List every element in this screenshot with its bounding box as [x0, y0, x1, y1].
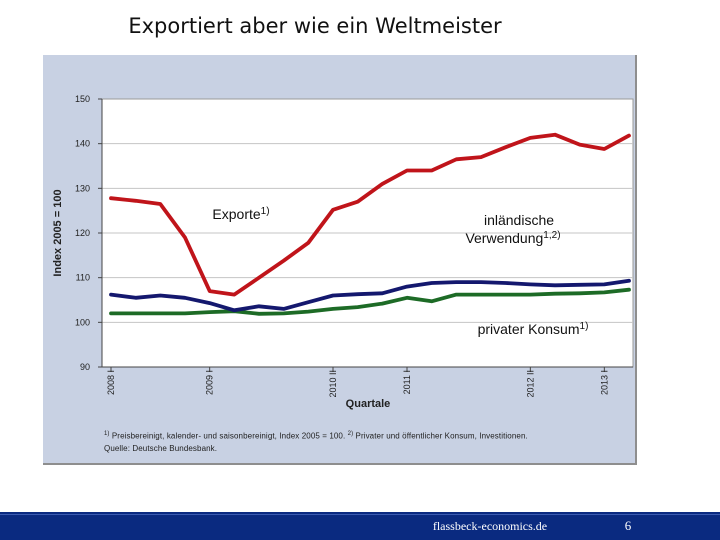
- y-tick-label-90: 90: [80, 362, 90, 372]
- series-line-privater-konsum: [109, 287, 631, 316]
- footnote-line-1: 1) Preisbereinigt, kalender- und saisonb…: [104, 428, 624, 443]
- series-line-exporte: [109, 132, 631, 297]
- series-line-inlaendische-verwendung: [109, 278, 631, 313]
- chart-panel: 90 100 110 120 130 140 150 2008 I 2009 I 2010 II 2…: [43, 55, 637, 465]
- y-tick-label-120: 120: [75, 228, 90, 238]
- y-tick-label-130: 130: [75, 183, 90, 193]
- x-tick-label: 2008 I: [106, 370, 116, 395]
- line-chart: 90 100 110 120 130 140 150 2008 I 2009 I 2010 II 2…: [52, 94, 634, 410]
- chart-footnote: 1) Preisbereinigt, kalender- und saisonb…: [104, 428, 624, 455]
- footnote-2-text: Privater und öffentlicher Konsum, Invest…: [353, 431, 528, 441]
- y-tick-label-140: 140: [75, 139, 90, 149]
- x-axis-label: Quartale: [346, 398, 391, 410]
- x-tick-label: 2011 I: [402, 370, 412, 394]
- x-tick-label: 2013 I: [599, 370, 609, 395]
- page-number: 6: [624, 518, 632, 533]
- footer-website-link[interactable]: flassbeck-economics.de: [432, 519, 548, 533]
- legend-label-inlaendische-verwendung-line2: Verwendung1,2): [465, 230, 560, 246]
- footnote-1-mark: 1): [104, 431, 110, 437]
- y-axis-label: Index 2005 = 100: [52, 189, 64, 276]
- legend-label-inlaendische-verwendung-line1: inländische: [484, 212, 554, 228]
- x-tick-label: 2012 II: [525, 370, 535, 398]
- x-tick-label: 2010 II: [328, 370, 338, 398]
- y-tick-label-150: 150: [75, 94, 90, 104]
- footer-rule: [0, 514, 720, 515]
- y-tick-label-100: 100: [75, 317, 90, 327]
- footer-bar: flassbeck-economics.de 6: [0, 512, 720, 540]
- slide-title: Exportiert aber wie ein Weltmeister: [128, 14, 502, 38]
- footnote-2-mark: 2): [347, 431, 354, 437]
- legend-label-exporte: Exporte1): [212, 206, 269, 222]
- y-tick-label-110: 110: [76, 273, 90, 283]
- footnote-1-text: Preisbereinigt, kalender- und saisonbere…: [109, 431, 346, 441]
- legend-label-privater-konsum: privater Konsum1): [478, 321, 589, 337]
- source-note: Quelle: Deutsche Bundesbank.: [104, 443, 218, 453]
- x-tick-label: 2009 I: [205, 370, 215, 395]
